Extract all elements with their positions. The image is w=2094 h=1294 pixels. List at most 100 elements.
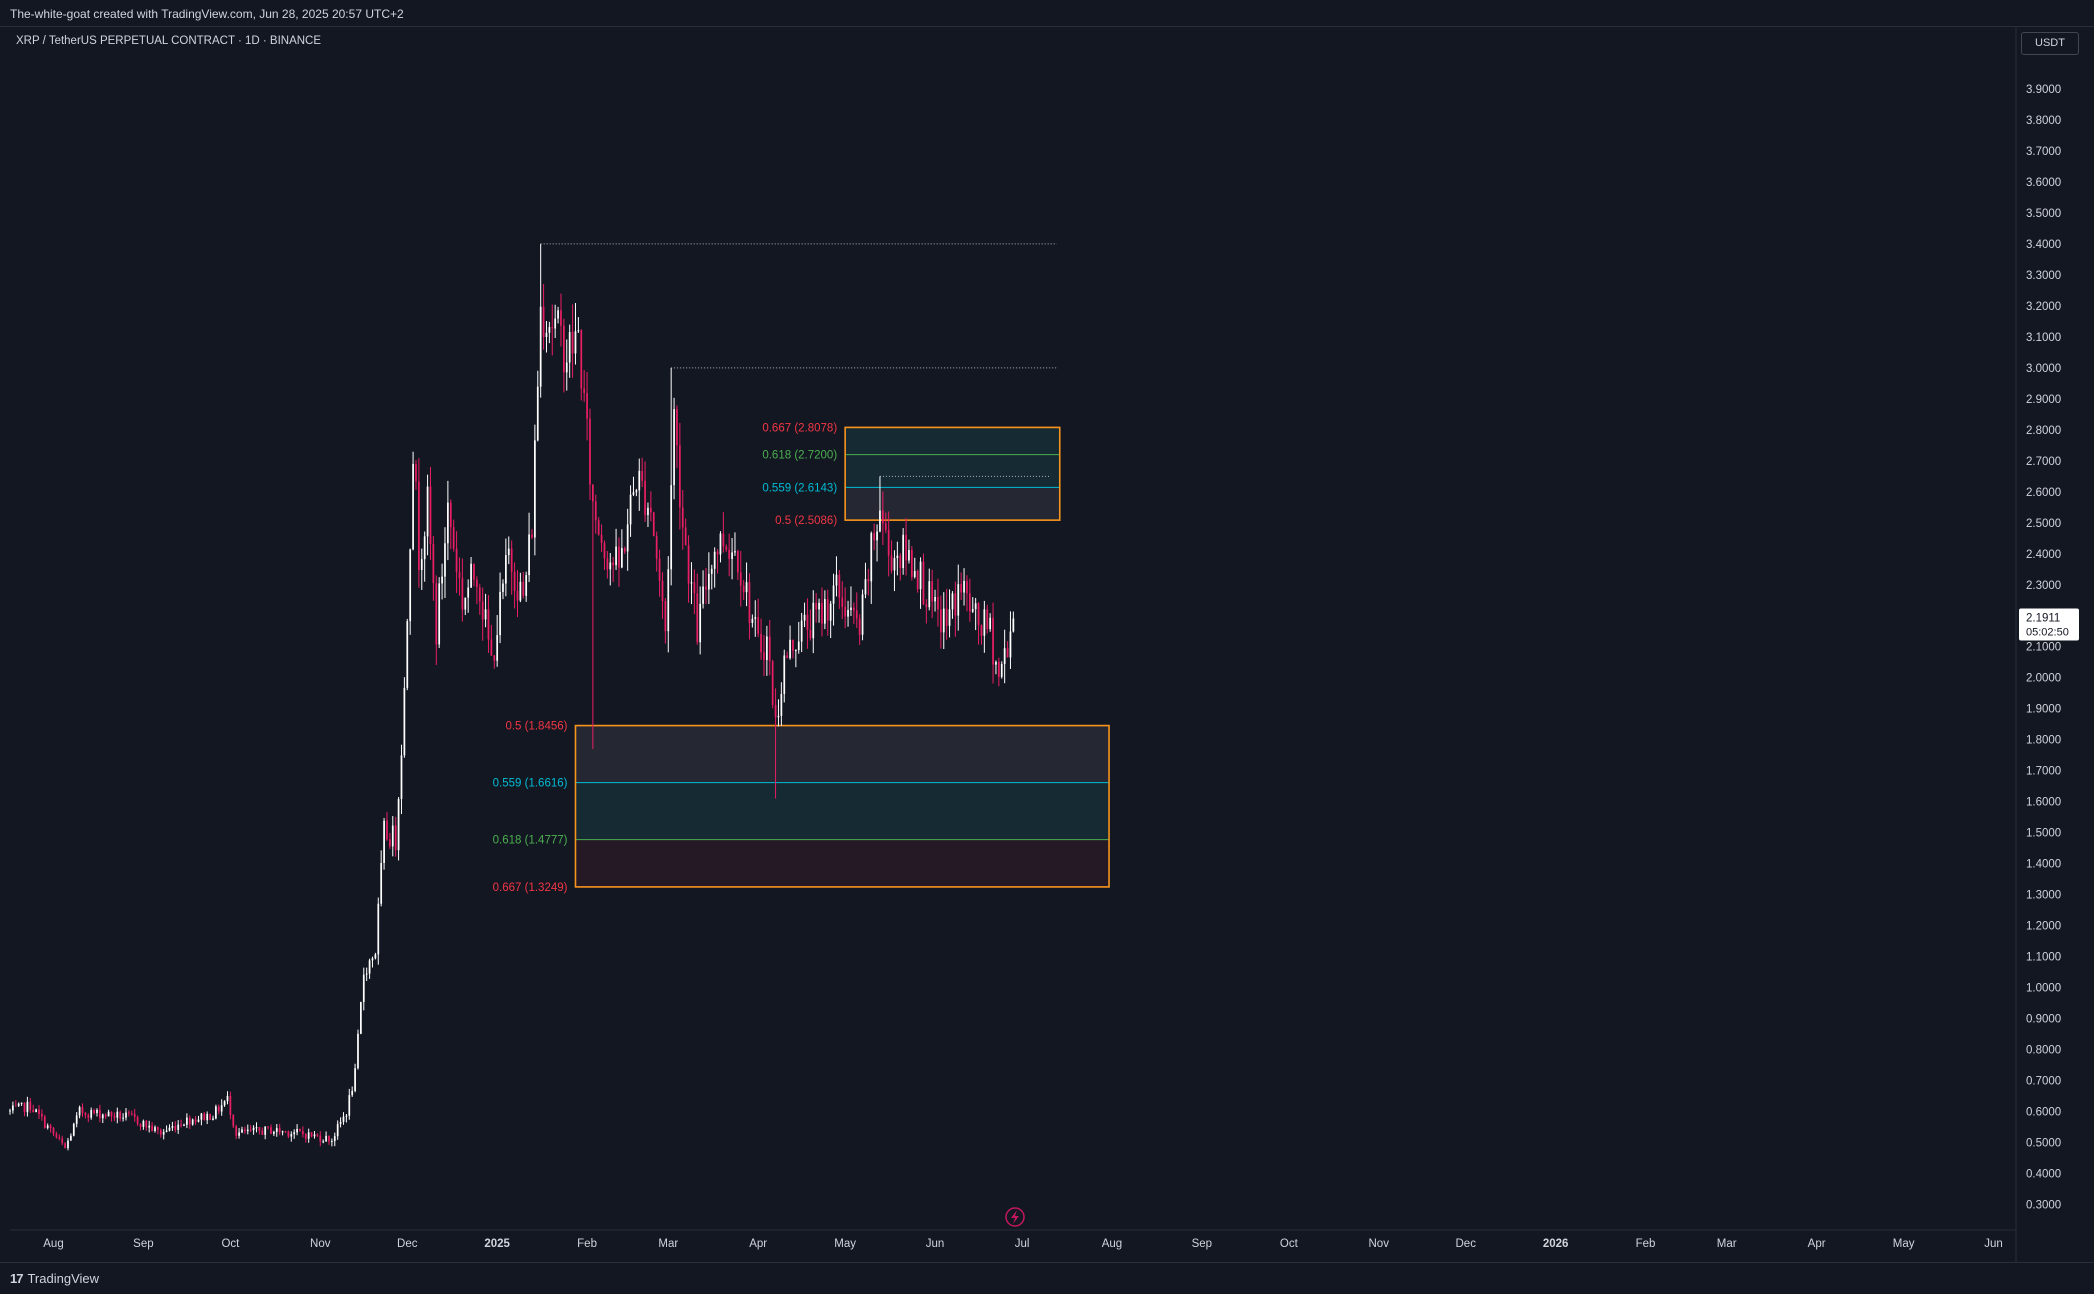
candle-body [200, 1113, 203, 1120]
candle-body [966, 580, 968, 594]
candle-body [70, 1135, 72, 1141]
candle-body [867, 579, 870, 582]
candle-body [458, 572, 461, 578]
candle-body [217, 1106, 220, 1112]
candle-body [925, 604, 928, 608]
candle-body [800, 620, 803, 642]
candle-body [510, 548, 513, 572]
price-tick-label: 0.3000 [2026, 1200, 2061, 1212]
candle-body [934, 596, 936, 602]
candle-body [960, 584, 963, 593]
candle-body [487, 609, 490, 640]
price-tick-label: 3.9000 [2026, 84, 2061, 96]
candle-body [855, 610, 858, 619]
candle-body [55, 1133, 58, 1138]
candle-body [638, 470, 641, 491]
candle-body [803, 614, 806, 621]
candle-body [1000, 664, 1003, 677]
candle-body [400, 755, 403, 800]
candle-body [815, 602, 818, 610]
candle-body [690, 582, 693, 584]
candle-body [757, 617, 760, 634]
candle-body [360, 1002, 362, 1034]
candle-body [1012, 618, 1015, 632]
candle-body [331, 1141, 333, 1143]
price-tick-label: 1.7000 [2026, 766, 2061, 778]
time-tick-label: Sep [1192, 1238, 1212, 1250]
candle-body [490, 639, 493, 656]
candle-body [734, 551, 736, 553]
candle-body [896, 555, 899, 559]
candle-body [139, 1124, 142, 1127]
candle-body [954, 593, 957, 616]
price-tick-label: 1.2000 [2026, 921, 2061, 933]
time-tick-label: Nov [310, 1238, 331, 1250]
candle-body [780, 693, 783, 716]
candle-body [342, 1116, 345, 1122]
candle-body [797, 641, 800, 651]
candle-body [35, 1109, 37, 1113]
candle-body [14, 1105, 17, 1107]
candle-body [957, 584, 960, 616]
tradingview-logo[interactable]: 17 TradingView [10, 1271, 99, 1286]
price-axis: 0.3000 0.4000 0.5000 0.6000 0.7000 0.8000 0.90… [2026, 84, 2061, 1212]
price-tick-label: 3.5000 [2026, 208, 2061, 220]
candle-body [426, 486, 429, 537]
candle-body [707, 573, 710, 590]
candle-body [850, 607, 852, 610]
candle-body [354, 1068, 356, 1091]
price-tick-label: 3.6000 [2026, 177, 2061, 189]
candle-body [81, 1107, 84, 1113]
candle-body [884, 523, 887, 530]
candle-body [522, 581, 525, 596]
candle-body [606, 558, 609, 570]
candle-body [336, 1123, 339, 1137]
candle-body [693, 582, 696, 594]
candle-body [93, 1110, 95, 1114]
candle-body [78, 1107, 81, 1116]
candle-body [516, 591, 519, 601]
candle-body [838, 574, 841, 598]
candle-body [307, 1132, 310, 1139]
candle-body [41, 1113, 43, 1117]
time-tick-label: 2026 [1543, 1238, 1569, 1250]
candle-body [351, 1090, 354, 1096]
candle-body [913, 571, 916, 577]
fib-zone-fill [845, 454, 1060, 488]
candle-body [90, 1110, 93, 1118]
candle-body [881, 510, 884, 524]
candle-body [765, 636, 768, 660]
candle-body [244, 1129, 246, 1132]
candle-body [49, 1125, 52, 1128]
candle-body [206, 1113, 209, 1121]
fib-level-label: 0.5 (1.8456) [505, 721, 567, 733]
top-attribution-bar: The-white-goat created with TradingView.… [0, 0, 2094, 27]
candle-body [415, 463, 417, 482]
candle-body [418, 481, 420, 570]
candle-body [299, 1128, 301, 1132]
candle-body [9, 1110, 11, 1112]
candle-body [389, 839, 391, 847]
candle-body [420, 559, 423, 570]
price-tick-label: 2.4000 [2026, 549, 2061, 561]
candle-body [652, 512, 655, 537]
candle-body [23, 1102, 26, 1113]
currency-button[interactable]: USDT [2021, 32, 2079, 55]
candle-body [963, 580, 965, 593]
candle-body [731, 552, 733, 559]
price-tick-label: 1.1000 [2026, 952, 2061, 964]
candle-body [847, 609, 849, 617]
candle-body [673, 409, 675, 486]
candle-body [835, 574, 838, 586]
candle-body [122, 1117, 124, 1119]
candles [9, 243, 1015, 1151]
price-tick-label: 3.3000 [2026, 270, 2061, 282]
candle-body [623, 548, 626, 552]
candle-body [275, 1128, 278, 1132]
candle-body [919, 561, 922, 590]
candle-body [116, 1111, 119, 1118]
candle-body [571, 331, 574, 354]
candle-body [403, 687, 406, 756]
candle-body [484, 609, 487, 620]
